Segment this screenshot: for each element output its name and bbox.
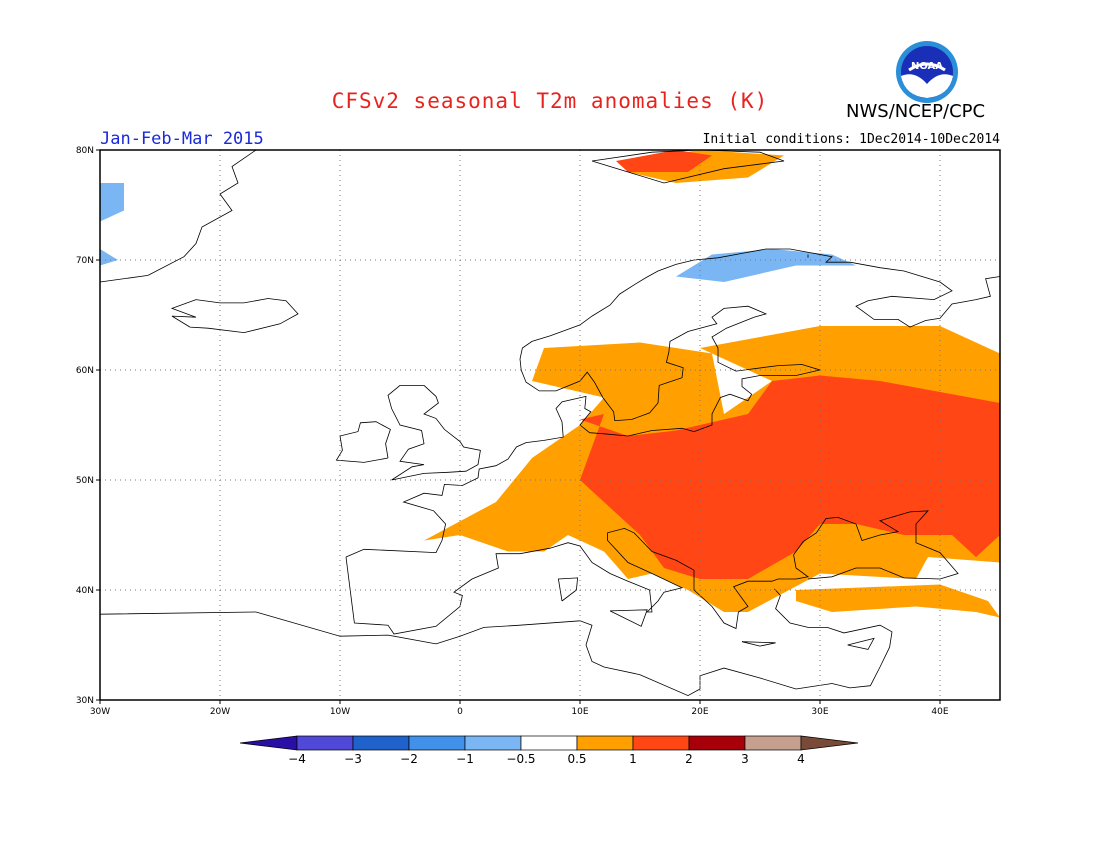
color-scale-segment xyxy=(744,735,802,751)
color-scale-segment xyxy=(576,735,634,751)
anomaly-region-7 xyxy=(100,249,118,266)
grid-lines xyxy=(100,150,1000,700)
coastline-9 xyxy=(609,609,648,627)
lon-tick-label: 40E xyxy=(931,707,948,717)
color-scale-label: 2 xyxy=(685,752,693,766)
agency-label: NWS/NCEP/CPC xyxy=(846,101,986,122)
color-scale-label: −3 xyxy=(344,752,362,766)
anomaly-region-6 xyxy=(100,183,124,222)
coastline-6 xyxy=(519,588,893,697)
color-scale-segment xyxy=(800,735,859,751)
lon-tick-label: 20E xyxy=(691,707,708,717)
coastline-12 xyxy=(591,149,785,184)
noaa-logo-icon: NOAA xyxy=(896,41,958,103)
forecast-period: Jan-Feb-Mar 2015 xyxy=(100,129,264,149)
coastline-5 xyxy=(99,149,257,283)
map-frame xyxy=(99,149,1001,701)
color-scale-segment xyxy=(464,735,522,751)
color-scale-bar xyxy=(240,735,859,751)
lon-tick-label: 30W xyxy=(90,707,110,717)
coastline-10 xyxy=(741,641,776,647)
color-scale-label: 3 xyxy=(741,752,749,766)
coastline-7 xyxy=(99,611,521,645)
color-scale-segment xyxy=(352,735,410,751)
anomaly-region-3 xyxy=(580,375,1000,579)
lon-tick-label: 10W xyxy=(330,707,350,717)
color-scale-segment xyxy=(688,735,746,751)
coastline-4 xyxy=(170,298,299,334)
color-scale-label: 1 xyxy=(629,752,637,766)
lat-tick-label: 30N xyxy=(76,696,94,706)
color-scale-segment xyxy=(240,735,298,751)
lon-tick-label: 30E xyxy=(811,707,828,717)
coastline-0 xyxy=(345,510,959,635)
lon-tick-label: 10E xyxy=(571,707,588,717)
coastline-1 xyxy=(345,248,1001,558)
anomaly-region-4 xyxy=(616,150,712,172)
color-scale-segment xyxy=(296,735,354,751)
coastline-2 xyxy=(387,384,481,481)
lat-tick-label: 50N xyxy=(76,476,94,486)
lat-tick-label: 40N xyxy=(76,586,94,596)
anomaly-region-5 xyxy=(676,249,856,282)
color-scale-label: −0.5 xyxy=(506,752,536,766)
lon-tick-label: 0 xyxy=(457,707,463,717)
anomaly-region-1 xyxy=(796,584,1000,618)
coastline-3 xyxy=(335,421,391,463)
color-scale-label: 4 xyxy=(797,752,805,766)
color-scale-label: −1 xyxy=(456,752,474,766)
anomaly-regions xyxy=(100,150,1000,618)
map-title: CFSv2 seasonal T2m anomalies (K) xyxy=(331,89,769,113)
lon-tick-label: 20W xyxy=(210,707,230,717)
color-scale-label: −4 xyxy=(288,752,306,766)
color-scale-segment xyxy=(520,735,578,751)
lat-tick-label: 60N xyxy=(76,366,94,376)
initial-conditions: Initial conditions: 1Dec2014-10Dec2014 xyxy=(702,132,1000,147)
coastline-11 xyxy=(847,637,875,650)
lat-tick-label: 70N xyxy=(76,256,94,266)
lat-tick-label: 80N xyxy=(76,146,94,156)
color-scale-segment xyxy=(408,735,466,751)
coastline-8 xyxy=(557,577,579,602)
color-scale-segment xyxy=(632,735,690,751)
coastlines xyxy=(99,149,1001,697)
color-scale-label: 0.5 xyxy=(567,752,587,766)
logo-text: NOAA xyxy=(911,61,943,72)
color-scale-label: −2 xyxy=(400,752,418,766)
